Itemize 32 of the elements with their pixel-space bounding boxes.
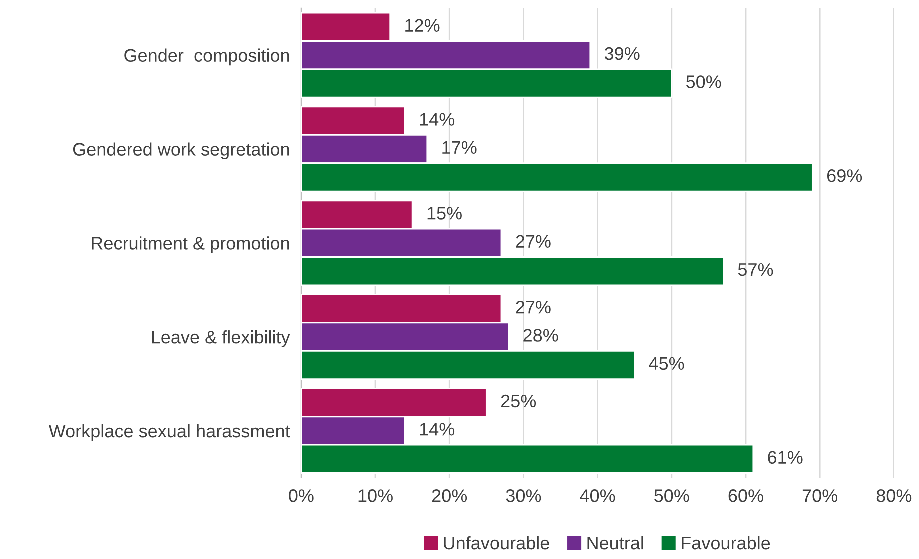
data-label: 27% xyxy=(516,300,551,314)
data-label: 14% xyxy=(420,113,455,126)
legend-label: Unfavourable xyxy=(444,536,550,550)
x-tick-label: 30% xyxy=(506,490,542,502)
y-tick-label: Leave & flexibility xyxy=(152,330,290,348)
x-tick-label: 60% xyxy=(728,490,764,502)
data-label: 25% xyxy=(501,394,536,408)
y-tick-label: Recruitment & promotion xyxy=(92,236,290,254)
x-tick-label: 0% xyxy=(289,490,314,502)
data-label: 28% xyxy=(524,329,558,342)
y-tick-label: Workplace sexual harassment xyxy=(48,424,290,442)
data-label: 12% xyxy=(406,19,440,32)
y-tick-label: Gendered work segretation xyxy=(73,142,290,160)
data-label: 39% xyxy=(604,47,640,60)
data-label: 69% xyxy=(827,169,862,182)
x-tick-label: 40% xyxy=(580,490,616,502)
x-tick-label: 70% xyxy=(802,490,838,502)
data-label: 15% xyxy=(428,207,462,220)
data-label: 57% xyxy=(738,263,774,276)
data-label: 17% xyxy=(442,141,477,154)
data-label: 27% xyxy=(516,235,551,248)
x-tick-label: 10% xyxy=(358,490,393,502)
data-label: 45% xyxy=(649,357,684,370)
x-tick-label: 20% xyxy=(432,490,468,502)
data-label: 50% xyxy=(686,76,722,88)
y-tick-label: Gender composition xyxy=(124,48,290,66)
x-tick-label: 50% xyxy=(654,490,690,502)
legend-label: Neutral xyxy=(588,536,644,550)
data-label: 61% xyxy=(768,451,803,464)
data-label: 14% xyxy=(420,423,455,436)
legend-label: Favourable xyxy=(682,536,770,550)
x-tick-label: 80% xyxy=(876,490,912,502)
